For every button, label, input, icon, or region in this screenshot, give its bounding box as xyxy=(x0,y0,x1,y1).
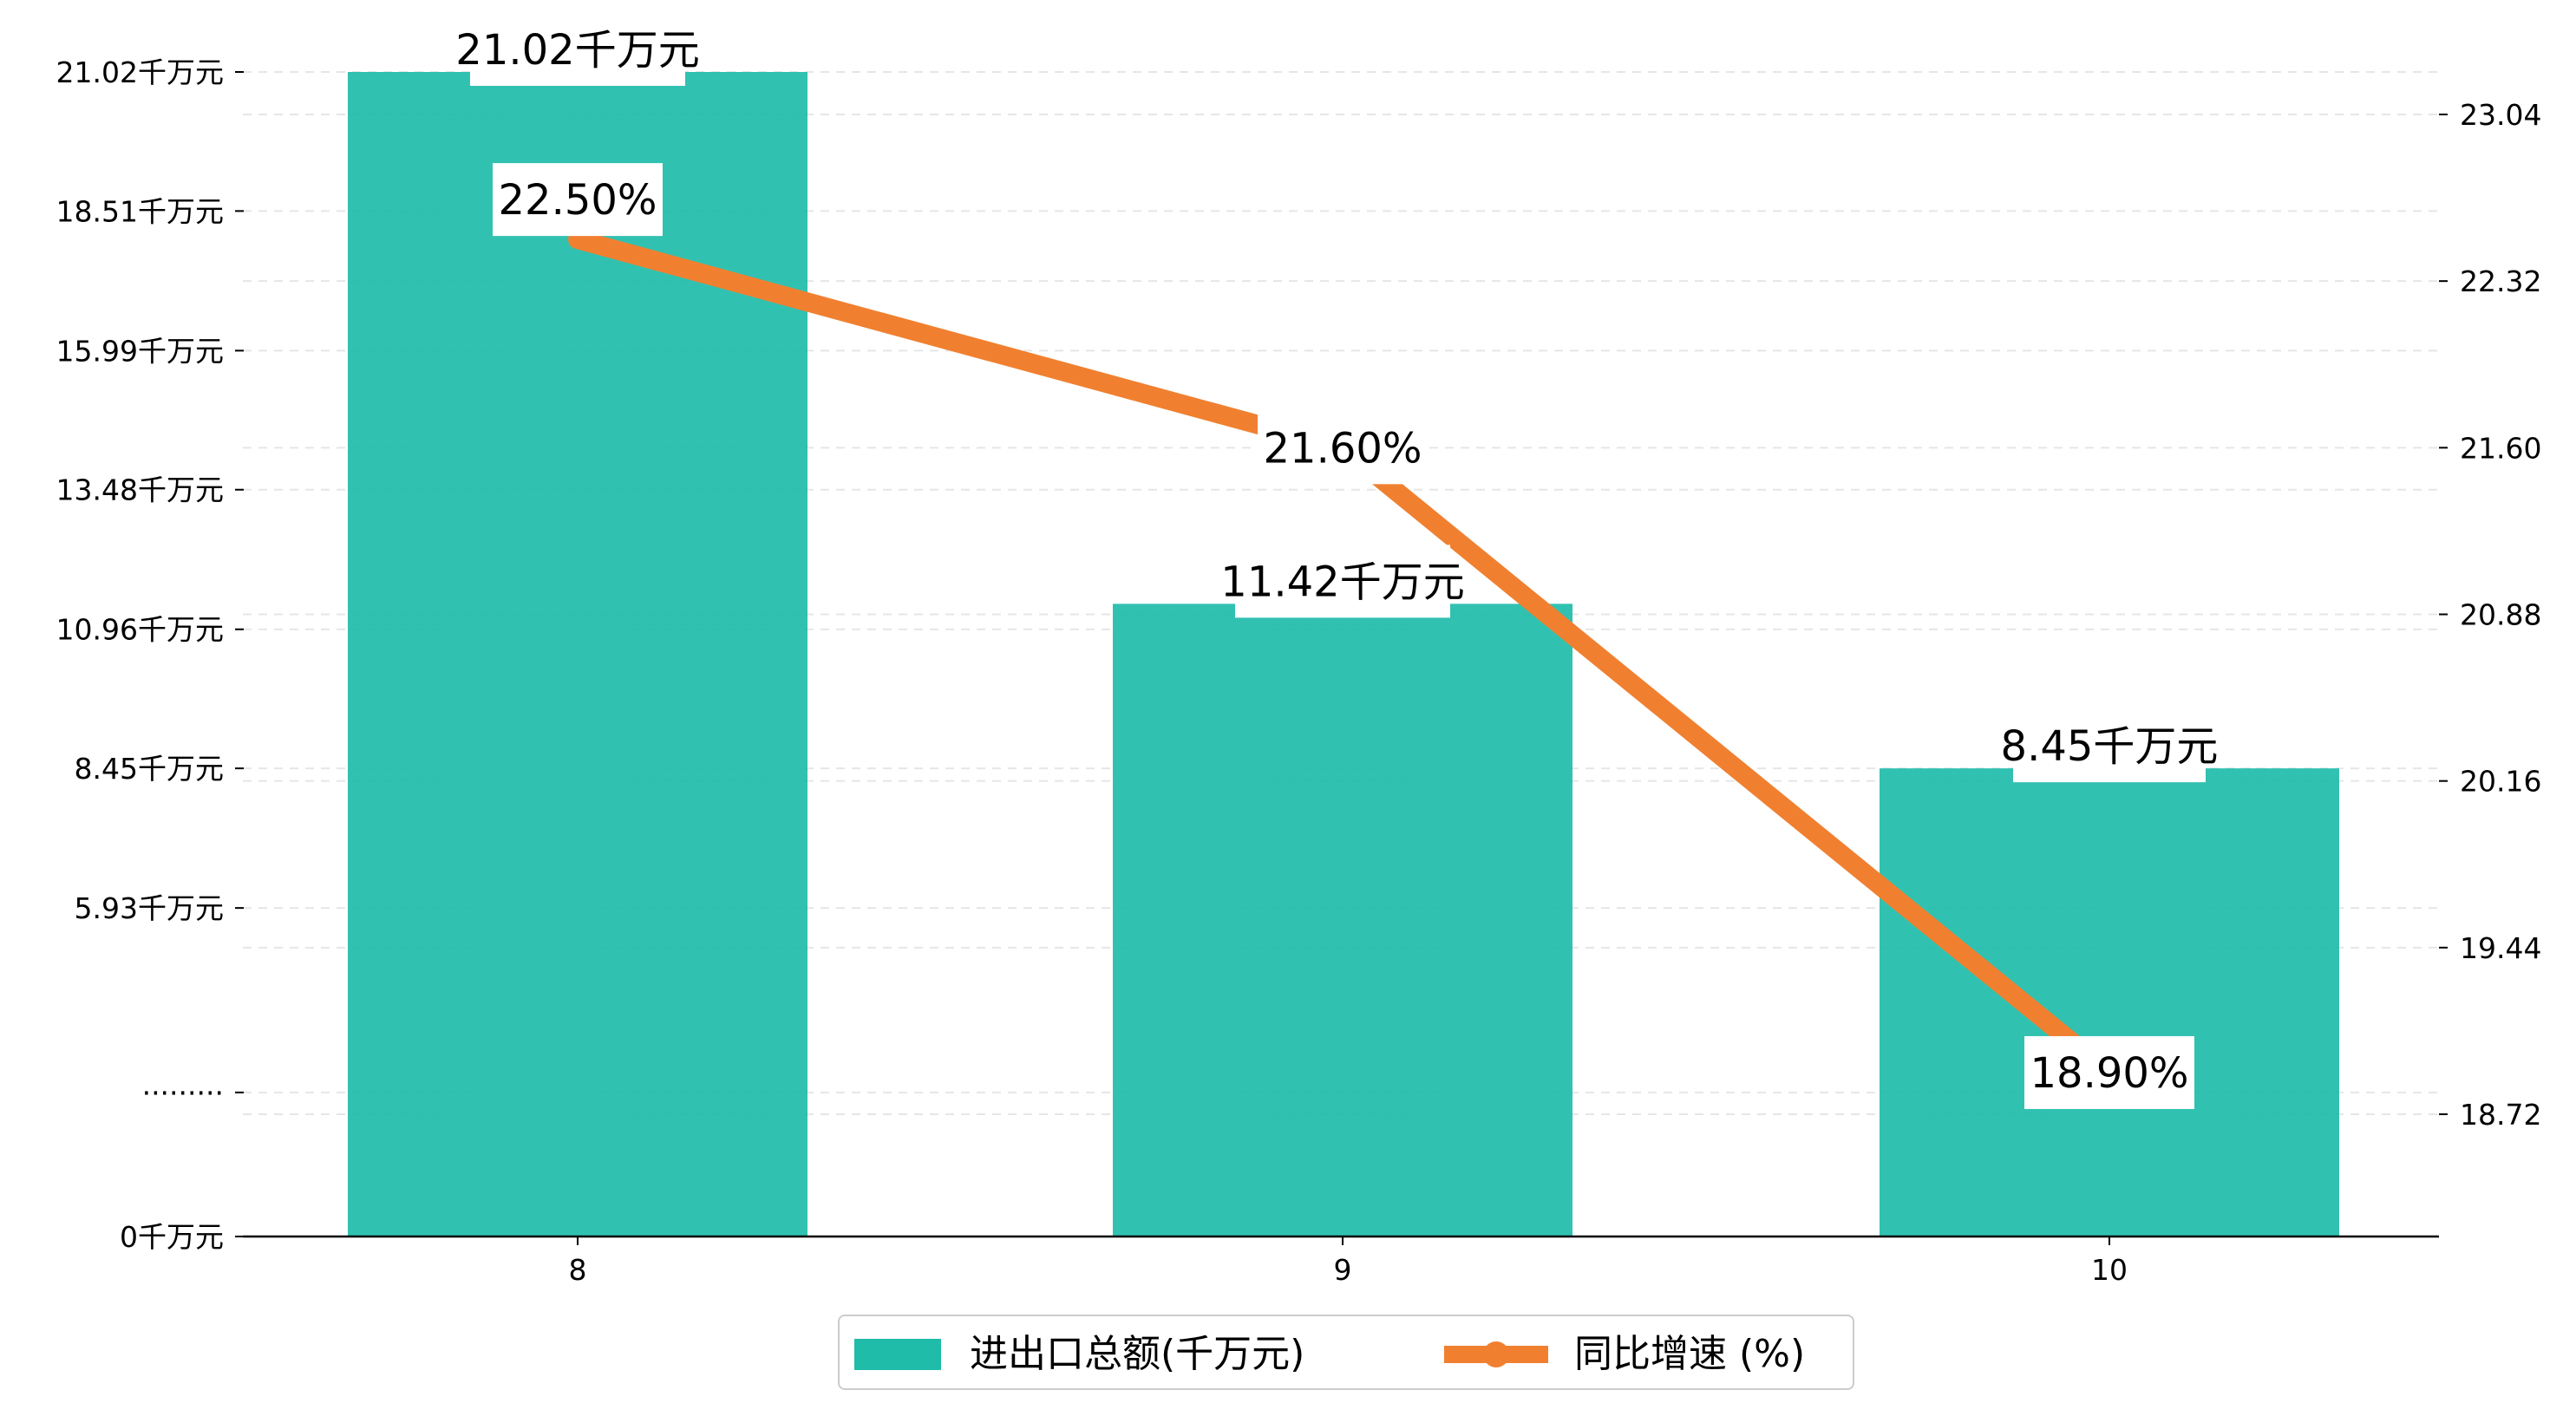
bar-value-label-bg xyxy=(1235,545,1450,618)
left-tick-label: 18.51千万元 xyxy=(56,194,224,228)
line-value-label-bg xyxy=(493,163,663,237)
data-labels: 21.02千万元 11.42千万元 8.45千万元 22.50% 21.60% 18.90… xyxy=(455,13,2218,1109)
left-tick-label: 15.99千万元 xyxy=(56,334,224,368)
left-tick-label: 5.93千万元 xyxy=(75,891,224,925)
line-value-label-text: 18.90% xyxy=(2030,1049,2188,1098)
bar-value-label-text: 21.02千万元 xyxy=(455,26,699,75)
bar-value-label-text: 11.42千万元 xyxy=(1220,558,1464,606)
right-tick-label: 22.32 xyxy=(2460,264,2541,298)
bar-value-label: 11.42千万元 xyxy=(1220,545,1465,618)
x-tick-label: 8 xyxy=(569,1253,587,1287)
right-tick-label: 20.16 xyxy=(2460,765,2541,799)
line-value-label-bg xyxy=(1258,411,1428,485)
line-value-label: 18.90% xyxy=(2024,1035,2194,1109)
bar-8 xyxy=(348,72,807,1237)
left-tick-label: 21.02千万元 xyxy=(56,55,224,89)
left-tick-label: 8.45千万元 xyxy=(75,752,224,786)
line-value-label: 22.50% xyxy=(493,163,663,237)
line-value-label-bg xyxy=(2024,1035,2194,1109)
legend-bar-label: 进出口总额(千万元) xyxy=(970,1332,1304,1376)
tick-labels: 0千万元 ········· 5.93千万元 8.45千万元 10.96千万元 13.48… xyxy=(56,55,2542,1287)
legend-line-label: 同比增速 (%) xyxy=(1574,1332,1805,1376)
right-tick-label: 20.88 xyxy=(2460,598,2541,632)
legend-bar-swatch xyxy=(854,1339,941,1370)
x-tick-label: 10 xyxy=(2091,1253,2128,1287)
legend-box xyxy=(838,1315,1854,1390)
left-tick-label: ········· xyxy=(142,1076,224,1110)
legend-line-marker xyxy=(1483,1341,1509,1367)
bar-value-label-bg xyxy=(470,13,685,86)
right-tick-label: 21.60 xyxy=(2460,431,2541,465)
right-tick-label: 19.44 xyxy=(2460,931,2541,965)
right-tick-label: 23.04 xyxy=(2460,98,2541,132)
bar-value-label: 8.45千万元 xyxy=(2001,709,2219,783)
left-tick-label: 10.96千万元 xyxy=(56,613,224,647)
line-value-label-text: 22.50% xyxy=(498,176,657,225)
bar-10 xyxy=(1880,768,2339,1237)
line-value-label-text: 21.60% xyxy=(1263,424,1422,473)
left-tick-label: 0千万元 xyxy=(120,1220,224,1254)
bar-9 xyxy=(1113,604,1572,1237)
bar-value-label: 21.02千万元 xyxy=(455,13,700,86)
x-tick-label: 9 xyxy=(1334,1253,1352,1287)
line-value-label: 21.60% xyxy=(1258,411,1428,485)
bar-series xyxy=(348,72,2339,1237)
legend: 进出口总额(千万元) 同比增速 (%) xyxy=(838,1315,1854,1390)
bar-value-label-text: 8.45千万元 xyxy=(2001,722,2219,771)
left-tick-label: 13.48千万元 xyxy=(56,473,224,507)
right-tick-label: 18.72 xyxy=(2460,1098,2541,1132)
bar-value-label-bg xyxy=(2013,709,2206,783)
axes xyxy=(243,1235,2439,1238)
